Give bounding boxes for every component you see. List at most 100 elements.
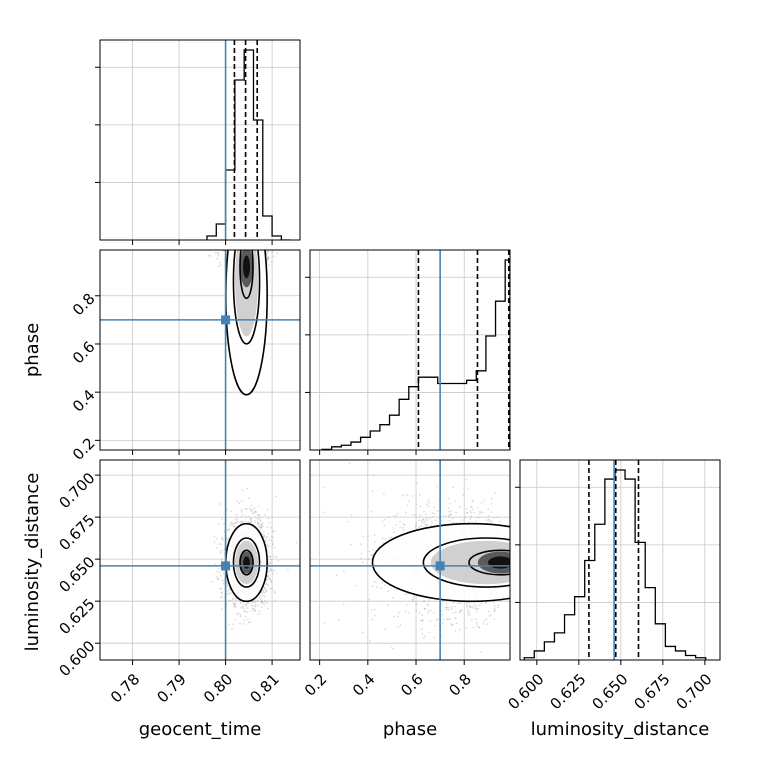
sample-point (433, 506, 435, 509)
sample-point (403, 524, 406, 526)
sample-point (467, 610, 470, 613)
panel-frame (309, 249, 511, 451)
sample-point (286, 157, 288, 159)
sample-point (276, 206, 278, 208)
sample-point (254, 601, 256, 604)
sample-point (269, 569, 271, 572)
sample-point (323, 511, 326, 514)
contour-line (239, 549, 254, 576)
sample-point (229, 198, 231, 200)
sample-point (420, 628, 423, 630)
density-content (203, 129, 288, 396)
sample-point (269, 555, 271, 558)
sample-point (229, 212, 231, 214)
sample-point (249, 507, 251, 510)
sample-point (397, 626, 400, 629)
y-tick-label: 0.700 (55, 469, 98, 512)
sample-point (267, 571, 270, 574)
sample-point (232, 522, 235, 525)
sample-point (368, 550, 371, 553)
sample-point (212, 214, 214, 216)
sample-point (252, 238, 254, 240)
sample-point (208, 146, 210, 148)
sample-point (242, 191, 244, 193)
sample-point (246, 208, 248, 210)
sample-point (229, 231, 231, 233)
sample-point (243, 242, 245, 244)
sample-point (266, 242, 268, 244)
sample-point (266, 543, 268, 546)
sample-point (215, 547, 218, 549)
sample-point (266, 258, 269, 261)
sample-point (264, 600, 267, 603)
sample-point (251, 163, 253, 165)
sample-point (230, 200, 232, 202)
sample-point (275, 150, 277, 152)
sample-point (242, 215, 244, 217)
sample-point (254, 229, 256, 231)
sample-point (267, 256, 270, 258)
sample-point (469, 606, 472, 608)
sample-point (242, 244, 244, 246)
sample-point (221, 246, 223, 248)
sample-point (470, 511, 472, 514)
sample-point (484, 602, 487, 605)
sample-point (257, 214, 259, 216)
sample-point (222, 199, 224, 201)
sample-point (395, 524, 398, 527)
sample-point (243, 233, 245, 235)
sample-point (261, 247, 263, 249)
sample-point (342, 570, 345, 573)
sample-point (272, 255, 275, 258)
y-tick-label: 0.6 (69, 338, 99, 368)
sample-point (423, 521, 426, 524)
sample-point (231, 627, 233, 630)
sample-point (248, 242, 250, 244)
sample-point (471, 605, 474, 608)
sample-point (251, 232, 253, 234)
sample-point (254, 227, 256, 229)
sample-point (260, 211, 262, 213)
sample-point (415, 522, 418, 525)
sample-point (251, 227, 253, 229)
sample-point (447, 609, 450, 611)
sample-point (258, 525, 261, 527)
sample-point (266, 178, 268, 180)
sample-point (250, 520, 253, 523)
sample-point (221, 184, 223, 186)
sample-point (252, 205, 254, 207)
sample-point (271, 569, 274, 572)
sample-point (435, 619, 438, 621)
sample-point (265, 171, 267, 173)
sample-point (242, 233, 244, 235)
sample-point (210, 580, 213, 583)
sample-point (250, 238, 252, 240)
sample-point (234, 518, 237, 521)
sample-point (232, 144, 234, 146)
sample-point (244, 603, 247, 606)
sample-point (228, 215, 230, 217)
sample-point (239, 622, 241, 625)
sample-point (276, 160, 278, 162)
sample-point (239, 230, 241, 232)
sample-point (493, 605, 496, 608)
sample-point (241, 205, 243, 207)
sample-point (279, 218, 281, 220)
sample-point (272, 530, 275, 533)
sample-point (240, 215, 242, 217)
sample-point (269, 129, 271, 131)
sample-point (266, 259, 269, 261)
sample-point (242, 230, 244, 232)
sample-point (284, 203, 286, 205)
sample-point (259, 194, 261, 196)
sample-point (203, 190, 205, 192)
sample-point (229, 180, 231, 182)
sample-point (418, 519, 420, 522)
sample-point (448, 497, 450, 500)
sample-point (247, 245, 249, 247)
sample-point (265, 236, 267, 238)
sample-point (387, 604, 389, 607)
sample-point (235, 246, 237, 248)
sample-point (426, 602, 429, 605)
sample-point (254, 240, 256, 242)
